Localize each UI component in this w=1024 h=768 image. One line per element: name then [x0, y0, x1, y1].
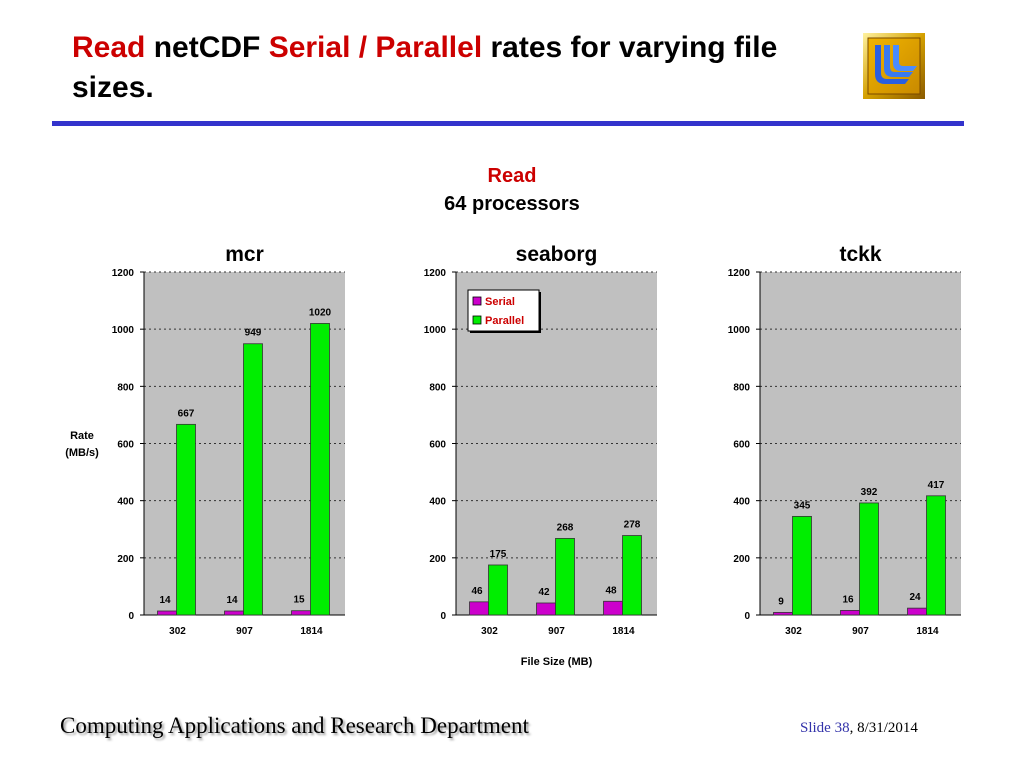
y-tick-label: 1200 [424, 268, 447, 279]
chart-title-seaborg: seaborg [516, 243, 598, 266]
title-part-read: Read [72, 31, 146, 64]
data-label-parallel: 278 [624, 520, 641, 531]
data-label-serial: 14 [159, 595, 171, 606]
x-axis-label: File Size (MB) [521, 656, 593, 668]
y-axis-label-unit: (MB/s) [65, 447, 99, 459]
y-tick-label: 1000 [112, 325, 135, 336]
footer-department: Computing Applications and Research Depa… [60, 713, 529, 738]
y-tick-label: 0 [128, 611, 134, 622]
chart-title-tckk: tckk [839, 243, 881, 266]
chart-title-mcr: mcr [225, 243, 264, 266]
data-label-serial: 24 [909, 592, 921, 603]
x-tick-label: 1814 [916, 626, 939, 637]
y-tick-label: 400 [429, 497, 446, 508]
chart-heading-processors: 64 processors [444, 193, 580, 215]
y-tick-label: 400 [117, 497, 134, 508]
bar-serial [907, 607, 927, 616]
title-part-serial-parallel: Serial / Parallel [268, 31, 483, 64]
bar-serial [536, 602, 556, 616]
data-label-parallel: 175 [490, 549, 507, 560]
chart-heading-operation: Read [487, 165, 537, 187]
y-tick-label: 1200 [112, 268, 135, 279]
y-tick-label: 600 [117, 440, 134, 451]
footer-slide-info: Slide 38, 8/31/2014 [800, 720, 918, 737]
title-part-rest: rates for varying file sizes. [72, 31, 778, 104]
data-label-parallel: 392 [861, 487, 878, 498]
bar-parallel [926, 495, 946, 616]
data-label-serial: 48 [605, 585, 617, 596]
title-part-netcdf: netCDF [145, 31, 269, 64]
bar-serial [291, 610, 311, 616]
y-tick-label: 0 [744, 611, 750, 622]
y-tick-label: 400 [733, 497, 750, 508]
y-tick-label: 800 [733, 382, 750, 393]
x-tick-label: 907 [236, 626, 253, 637]
bar-serial [840, 610, 860, 616]
bar-serial [224, 610, 244, 616]
data-label-serial: 42 [538, 587, 550, 598]
footer-slide-number: Slide 38 [800, 720, 850, 736]
bar-serial [773, 612, 793, 616]
legend-label-serial: Serial [485, 296, 515, 308]
x-tick-label: 907 [852, 626, 869, 637]
data-label-serial: 16 [842, 594, 854, 605]
y-tick-label: 1200 [728, 268, 751, 279]
legend-swatch-parallel [472, 315, 482, 325]
x-tick-label: 1814 [300, 626, 323, 637]
y-tick-label: 600 [429, 440, 446, 451]
data-label-serial: 46 [471, 586, 483, 597]
chart-group-heading: Read 64 processors [312, 162, 712, 218]
y-tick-label: 200 [117, 554, 134, 565]
y-tick-label: 0 [440, 611, 446, 622]
data-label-parallel: 667 [178, 408, 195, 419]
legend-swatch-serial [472, 296, 482, 306]
y-tick-label: 1000 [728, 325, 751, 336]
x-tick-label: 302 [481, 626, 498, 637]
x-tick-label: 907 [548, 626, 565, 637]
x-tick-label: 1814 [612, 626, 635, 637]
data-label-parallel: 268 [557, 522, 574, 533]
data-label-serial: 14 [226, 595, 238, 606]
y-tick-label: 800 [429, 382, 446, 393]
data-label-parallel: 417 [928, 480, 945, 491]
bar-parallel [622, 535, 642, 616]
y-tick-label: 1000 [424, 325, 447, 336]
bar-parallel [555, 537, 575, 616]
y-tick-label: 200 [733, 554, 750, 565]
bar-parallel [176, 423, 196, 616]
data-label-serial: 9 [778, 596, 784, 607]
data-label-parallel: 345 [794, 500, 811, 511]
bar-parallel [859, 502, 879, 616]
x-tick-label: 302 [785, 626, 802, 637]
y-tick-label: 800 [117, 382, 134, 393]
bar-parallel [243, 343, 263, 616]
header-rule [52, 121, 964, 126]
bar-parallel [310, 323, 330, 616]
x-tick-label: 302 [169, 626, 186, 637]
bar-parallel [792, 515, 812, 616]
bar-parallel [488, 564, 508, 616]
legend-label-parallel: Parallel [485, 315, 524, 327]
footer-date: , 8/31/2014 [849, 720, 918, 736]
bar-serial [157, 610, 177, 616]
y-tick-label: 600 [733, 440, 750, 451]
bar-serial [603, 600, 623, 616]
data-label-parallel: 1020 [309, 307, 332, 318]
bar-serial [469, 601, 489, 616]
y-tick-label: 200 [429, 554, 446, 565]
llnl-logo-icon [863, 33, 925, 99]
slide-title: Read netCDF Serial / Parallel rates for … [72, 28, 852, 108]
data-label-serial: 15 [293, 595, 305, 606]
y-axis-label: Rate [70, 430, 94, 442]
data-label-parallel: 949 [245, 328, 262, 339]
